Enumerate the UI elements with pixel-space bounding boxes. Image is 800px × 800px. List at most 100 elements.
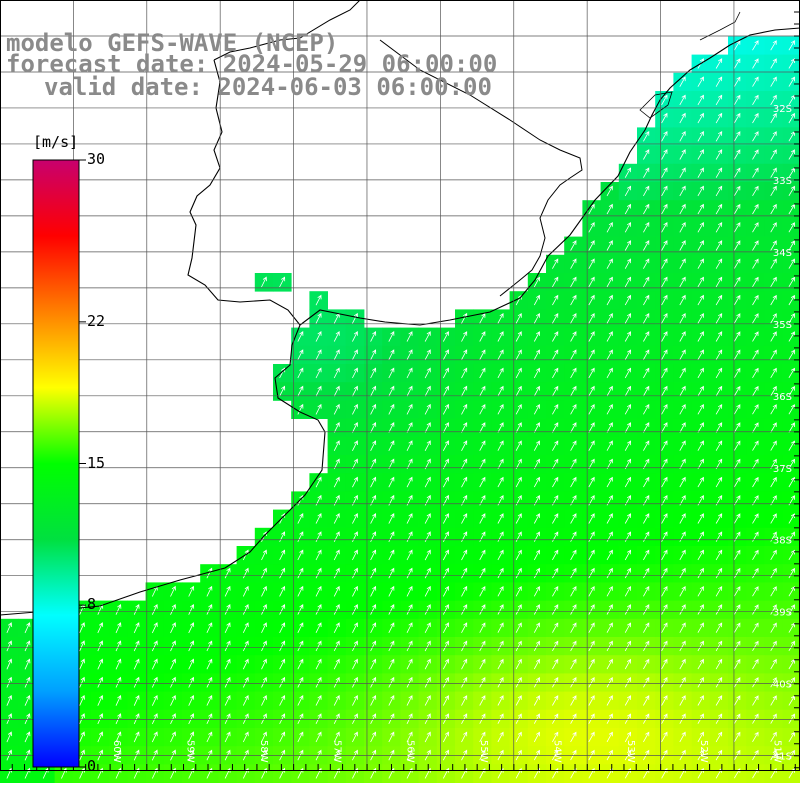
wind-arrow: [606, 294, 613, 306]
wind-arrow: [770, 731, 777, 743]
wind-arrow: [679, 640, 686, 652]
wind-arrow: [333, 513, 340, 524]
wind-arrow: [206, 695, 213, 706]
wind-arrow: [515, 695, 522, 706]
wind-arrow: [606, 349, 613, 360]
latitude-label: 35S: [773, 320, 792, 331]
wind-arrow: [533, 403, 540, 415]
longitude-label: 55W: [478, 740, 489, 763]
wind-arrow: [133, 640, 140, 652]
wind-arrow: [570, 276, 577, 288]
wind-arrow: [424, 731, 431, 743]
wind-arrow: [79, 640, 85, 652]
wind-arrow: [697, 513, 704, 524]
wind-arrow: [424, 585, 431, 597]
wind-arrow: [697, 331, 704, 342]
wind-arrow: [606, 713, 613, 724]
wind-arrow: [788, 94, 795, 106]
wind-arrow: [552, 731, 559, 743]
wind-arrow: [624, 240, 632, 251]
wind-arrow: [679, 94, 686, 106]
wind-arrow: [770, 294, 777, 306]
wind-arrow: [261, 549, 267, 561]
border-line: [379, 39, 583, 297]
wind-arrow: [97, 731, 104, 743]
wind-arrow: [697, 695, 704, 706]
wind-arrow: [188, 640, 195, 652]
wind-arrow: [624, 549, 632, 561]
wind-arrow: [552, 658, 559, 670]
wind-arrow: [170, 731, 176, 743]
wind-arrow: [442, 567, 449, 579]
wind-arrow: [606, 695, 613, 706]
wind-arrow: [533, 458, 540, 470]
wind-arrow: [715, 458, 723, 470]
wind-arrow: [97, 713, 104, 725]
wind-arrow: [242, 640, 249, 652]
wind-arrow: [733, 658, 741, 670]
wind-arrow: [733, 404, 741, 415]
wind-arrow: [770, 349, 777, 360]
wind-arrow: [515, 476, 522, 488]
wind-arrow: [388, 331, 395, 342]
wind-arrow: [752, 331, 759, 342]
wind-arrow: [497, 422, 504, 433]
wind-arrow: [715, 149, 723, 160]
wind-arrow: [352, 604, 358, 615]
wind-arrow: [752, 40, 759, 51]
wind-arrow: [515, 531, 522, 542]
wind-arrow: [588, 604, 595, 615]
wind-arrow: [606, 658, 613, 670]
wind-arrow: [679, 567, 686, 579]
wind-arrow: [679, 658, 686, 670]
wind-arrow: [315, 385, 322, 397]
wind-arrow: [388, 585, 395, 597]
wind-arrow: [788, 385, 795, 397]
wind-arrow: [715, 240, 723, 251]
wind-arrow: [388, 695, 395, 706]
wind-arrow: [733, 185, 741, 197]
wind-arrow: [679, 604, 686, 615]
wind-arrow: [115, 658, 122, 670]
wind-arrow: [352, 622, 358, 633]
wind-arrow: [297, 531, 304, 542]
wind-arrow: [570, 240, 577, 251]
wind-arrow: [406, 385, 413, 397]
wind-arrow: [715, 585, 723, 597]
wind-arrow: [297, 658, 304, 670]
wind-arrow: [315, 604, 322, 615]
wind-arrow: [533, 604, 540, 615]
wind-arrow: [588, 585, 595, 597]
wind-arrow: [624, 258, 632, 269]
wind-arrow: [533, 312, 540, 324]
wind-arrow: [643, 203, 650, 215]
wind-arrow: [461, 531, 468, 542]
wind-arrow: [588, 221, 595, 233]
wind-arrow: [533, 422, 540, 433]
wind-arrow: [661, 513, 668, 524]
wind-arrow: [661, 549, 668, 561]
latitude-label: 38S: [773, 536, 792, 547]
wind-arrow: [788, 76, 795, 87]
wind-arrow: [424, 367, 431, 379]
wind-arrow: [679, 458, 686, 470]
wind-arrow: [552, 422, 559, 433]
wind-arrow: [479, 385, 486, 397]
wind-arrow: [424, 604, 431, 615]
wind-arrow: [461, 622, 468, 633]
wind-arrow: [752, 276, 759, 288]
wind-arrow: [352, 567, 358, 579]
wind-arrow: [661, 567, 668, 579]
wind-arrow: [497, 640, 504, 652]
wind-arrow: [752, 695, 759, 706]
wind-arrow: [333, 585, 340, 597]
wind-arrow: [479, 713, 486, 724]
wind-arrow: [679, 731, 686, 743]
wind-arrow: [588, 203, 595, 215]
wind-arrow: [715, 658, 723, 670]
wind-arrow: [733, 713, 741, 724]
wind-arrow: [752, 476, 759, 488]
wind-arrow: [697, 258, 704, 269]
wind-arrow: [188, 676, 195, 688]
wind-arrow: [788, 458, 795, 470]
